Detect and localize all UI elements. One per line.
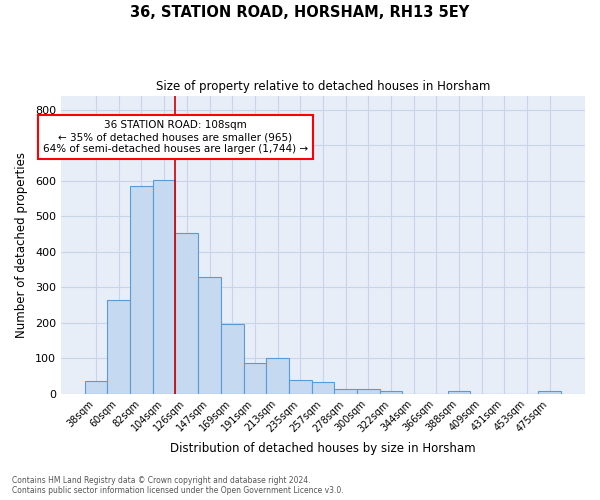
Bar [221, 324, 244, 394]
Bar [380, 390, 403, 394]
Bar [266, 358, 289, 394]
Bar [311, 382, 334, 394]
Title: Size of property relative to detached houses in Horsham: Size of property relative to detached ho… [156, 80, 490, 93]
Bar [289, 380, 311, 394]
Text: Contains HM Land Registry data © Crown copyright and database right 2024.
Contai: Contains HM Land Registry data © Crown c… [12, 476, 344, 495]
Bar [538, 392, 561, 394]
Bar [130, 186, 153, 394]
Bar [334, 389, 357, 394]
Bar [175, 233, 198, 394]
Bar [107, 300, 130, 394]
Y-axis label: Number of detached properties: Number of detached properties [15, 152, 28, 338]
Bar [357, 389, 380, 394]
Bar [244, 362, 266, 394]
Text: 36 STATION ROAD: 108sqm
← 35% of detached houses are smaller (965)
64% of semi-d: 36 STATION ROAD: 108sqm ← 35% of detache… [43, 120, 308, 154]
X-axis label: Distribution of detached houses by size in Horsham: Distribution of detached houses by size … [170, 442, 476, 455]
Bar [198, 276, 221, 394]
Bar [448, 390, 470, 394]
Bar [153, 180, 175, 394]
Bar [85, 380, 107, 394]
Text: 36, STATION ROAD, HORSHAM, RH13 5EY: 36, STATION ROAD, HORSHAM, RH13 5EY [130, 5, 470, 20]
